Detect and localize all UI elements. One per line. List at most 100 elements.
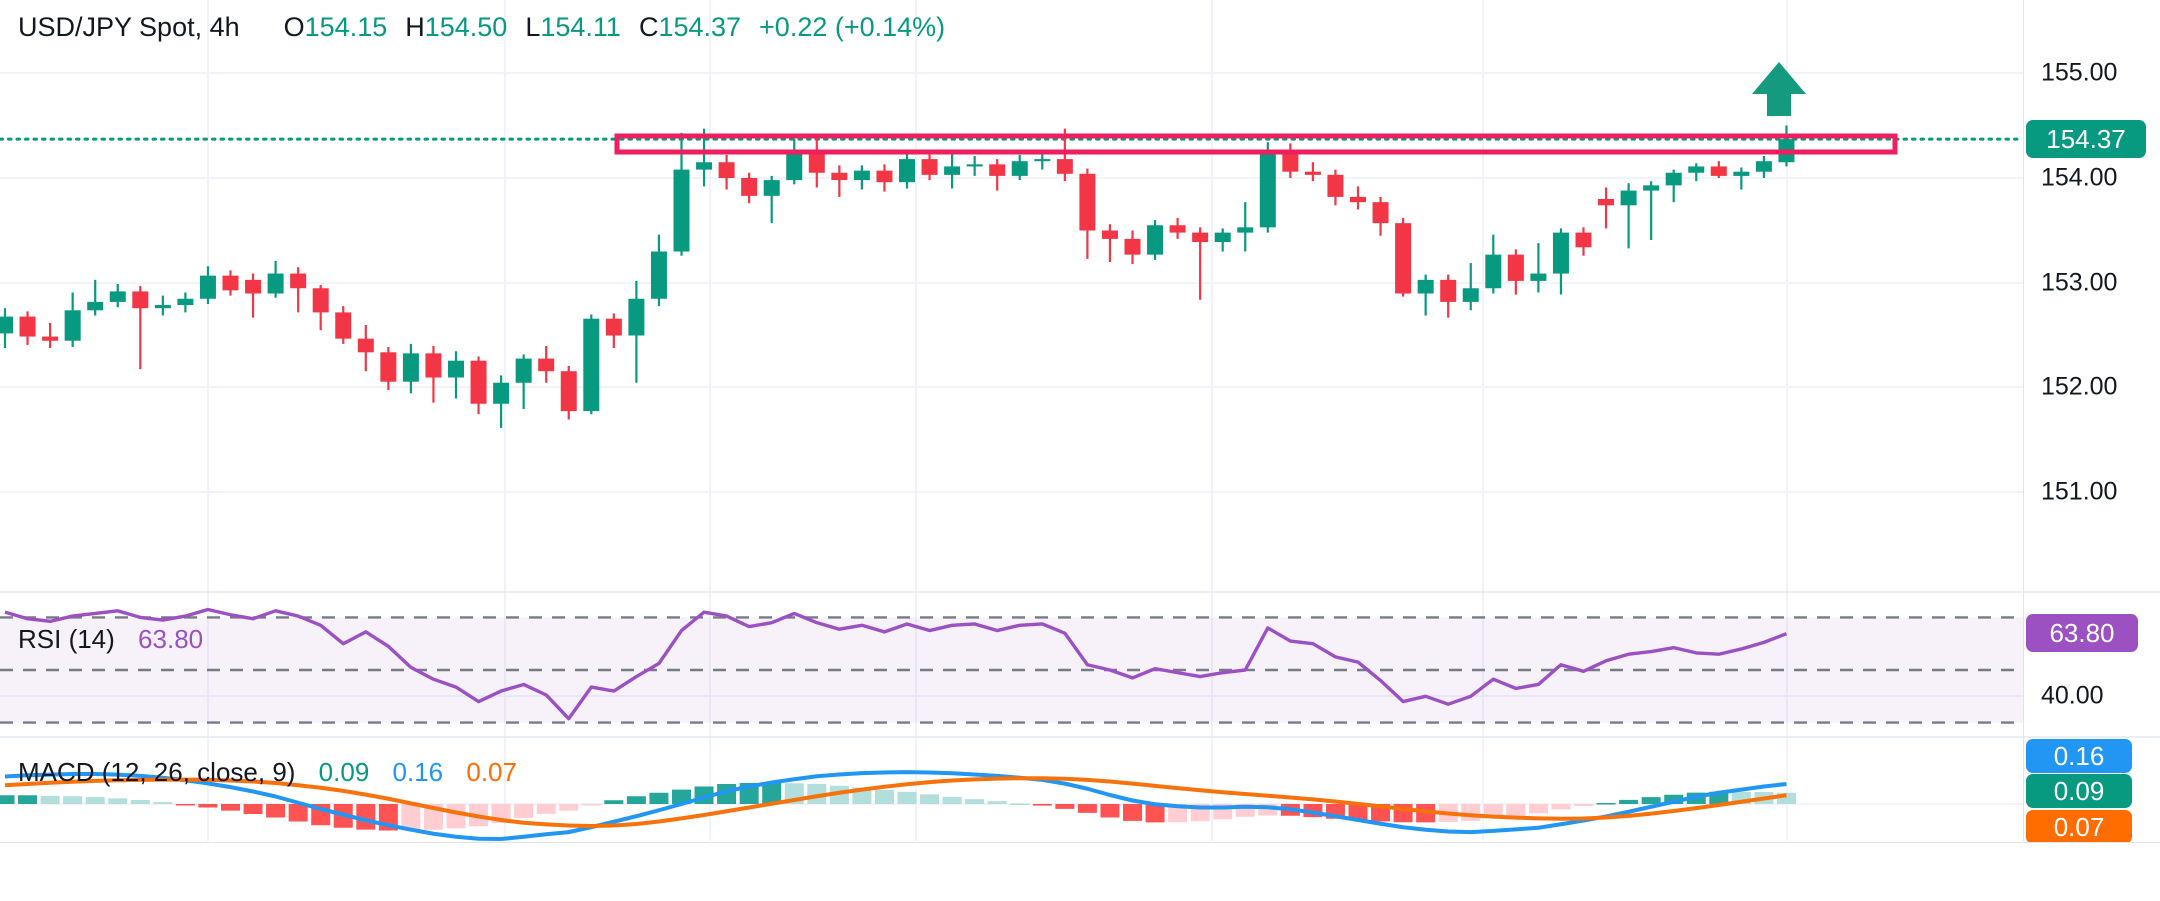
candle-body: [650, 251, 667, 299]
macd-histogram-bar: [920, 794, 940, 804]
macd-histogram-bar: [1077, 804, 1097, 813]
candle-body: [448, 360, 464, 378]
candle-body: [222, 275, 239, 291]
macd-histogram-bar: [446, 804, 466, 829]
candle-body: [154, 305, 171, 309]
macd-histogram-bar: [672, 789, 691, 804]
close-label: C: [638, 12, 659, 42]
macd-legend: MACD (12, 26, close, 9) 0.09 0.16 0.07: [18, 757, 517, 788]
candle-body: [1485, 254, 1502, 289]
macd-histogram-bar: [1641, 797, 1661, 804]
macd-signal-line: [4, 776, 1787, 828]
macd-histogram-bar: [1574, 804, 1593, 806]
candle-body: [132, 291, 149, 309]
macd-histogram-bar: [1032, 804, 1052, 806]
candle-body: [515, 358, 532, 383]
high-label: H: [405, 12, 425, 42]
macd-signal-value: 0.07: [466, 757, 517, 787]
candle-body: [1643, 185, 1660, 191]
candle-body: [0, 316, 13, 334]
candle-body: [696, 162, 713, 170]
macd-histogram-bar: [581, 804, 601, 806]
macd-histogram-bar: [266, 804, 286, 818]
candle-body: [380, 352, 397, 382]
macd-histogram-bar: [1258, 804, 1278, 816]
candle-body: [966, 164, 983, 167]
candle-body: [1034, 159, 1051, 162]
breakout-arrow-icon[interactable]: [1752, 62, 1806, 116]
candle-body: [853, 170, 870, 181]
price-axis-label: 40.00: [2041, 681, 2104, 710]
price-axis-label: 155.00: [2041, 58, 2118, 87]
macd-histogram-bar: [965, 799, 985, 804]
candle-body: [1192, 232, 1209, 243]
rsi-line: [4, 607, 1788, 721]
macd-label: MACD (12, 26, close, 9): [18, 757, 296, 787]
symbol-title: USD/JPY Spot, 4h: [18, 12, 240, 42]
candle-body: [1688, 166, 1705, 173]
price-axis-label: 154.00: [2041, 163, 2118, 192]
macd-line-badge: 0.16: [2026, 739, 2132, 773]
candle-body: [628, 298, 645, 336]
time-scale[interactable]: 262912:00Nov5711: [0, 842, 2160, 901]
candle-body: [583, 318, 600, 412]
macd-histogram-bar: [1055, 804, 1075, 809]
candle-body: [1282, 149, 1299, 172]
candle-body: [357, 338, 374, 353]
candle-body: [538, 358, 555, 372]
macd-histogram-bar: [63, 796, 83, 804]
rsi-value: 63.80: [138, 624, 204, 654]
candle-body: [741, 178, 758, 196]
candle-body: [1462, 288, 1479, 302]
candle-body: [1237, 227, 1254, 233]
candle-body: [1124, 238, 1141, 255]
candle-body: [899, 159, 915, 183]
candle-body: [199, 275, 216, 299]
macd-histogram-bar: [1664, 794, 1684, 804]
macd-histogram-bar: [559, 804, 579, 811]
candle-body: [1079, 173, 1096, 231]
macd-histogram-bar: [221, 804, 240, 811]
candle-body: [1101, 230, 1118, 239]
macd-histogram-bar: [0, 795, 15, 804]
macd-histogram-bar: [1528, 804, 1548, 814]
macd-histogram-bar: [874, 789, 894, 804]
rsi-label: RSI (14): [18, 624, 115, 654]
macd-line-value: 0.16: [392, 757, 444, 787]
candle-body: [1395, 223, 1412, 294]
macd-histogram-bar: [1619, 799, 1639, 804]
candle-body: [1372, 202, 1389, 224]
candle-body: [1417, 279, 1434, 294]
candle-body: [1755, 161, 1772, 172]
macd-histogram-bar: [987, 801, 1007, 804]
candle-body: [425, 353, 442, 378]
price-scale[interactable]: [2023, 0, 2160, 841]
candle-body: [831, 172, 848, 181]
price-axis-label: 153.00: [2041, 268, 2118, 297]
candle-body: [1327, 174, 1344, 197]
candle-body: [718, 162, 735, 178]
candle-body: [1552, 232, 1569, 274]
macd-histogram-bar: [175, 804, 195, 806]
rsi-legend: RSI (14) 63.80: [18, 624, 203, 655]
candle-body: [1530, 273, 1547, 281]
symbol-header: USD/JPY Spot, 4h O154.15 H154.50 L154.11 C15…: [18, 12, 945, 43]
candle-body: [1350, 196, 1366, 203]
candle-body: [1259, 149, 1276, 228]
candle-body: [786, 149, 803, 181]
close-value: 154.37: [658, 12, 742, 42]
macd-histogram-bar: [243, 804, 263, 814]
macd-histogram-bar: [1506, 804, 1526, 816]
resistance-zone[interactable]: [614, 133, 1898, 155]
macd-histogram-bar: [536, 804, 556, 814]
candle-body: [1733, 171, 1750, 176]
macd-histogram-bar: [1461, 804, 1481, 821]
macd-histogram-bar: [1348, 804, 1368, 821]
candle-body: [808, 149, 825, 173]
macd-histogram-bar: [1010, 803, 1030, 805]
high-value: 154.50: [424, 12, 508, 42]
candle-body: [335, 312, 352, 339]
candle-body: [989, 164, 1006, 176]
candle-body: [290, 273, 307, 289]
